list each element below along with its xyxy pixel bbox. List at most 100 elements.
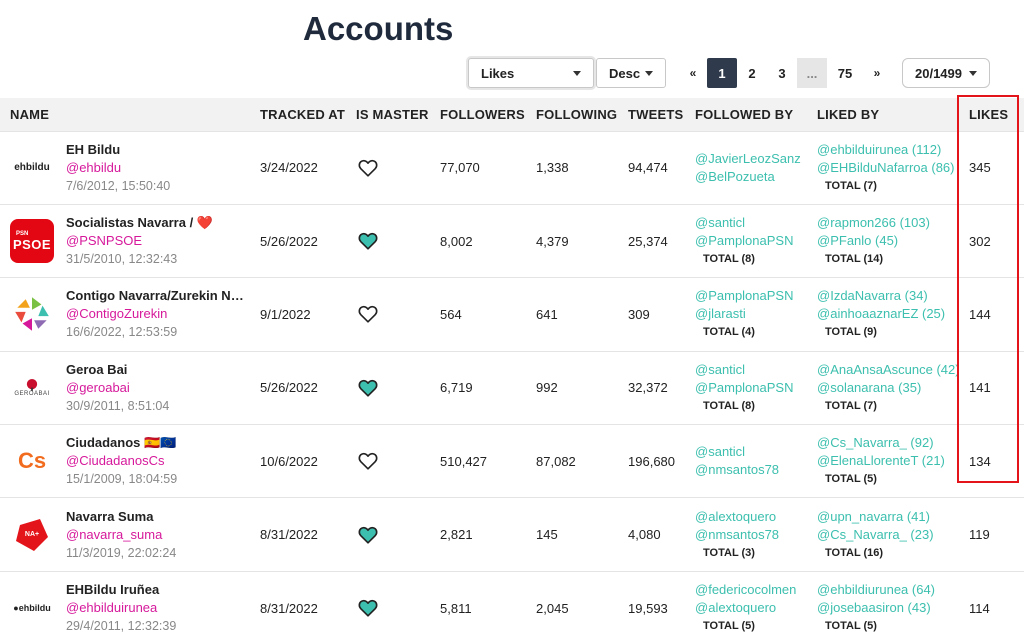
column-header-liked-by[interactable]: LIKED BY [807, 98, 960, 131]
liked-by-total[interactable]: TOTAL (16) [825, 546, 884, 559]
liked-by-link[interactable]: @ehbilduirunea (112) [817, 141, 942, 157]
followed-by-link[interactable]: @nmsantos78 [695, 462, 780, 478]
liked-by-cell: @rapmon266 (103) @PFanlo (45) TOTAL (14) [807, 203, 960, 278]
account-name[interactable]: EH Bildu [66, 141, 121, 157]
navarra-suma-logo: NA+ [10, 513, 54, 557]
table-row[interactable]: ●ehbildu EHBildu Iruñea @ehbilduirunea 2… [0, 570, 1024, 644]
liked-by-link[interactable]: @AnaAnsaAscunce (42) [817, 361, 960, 377]
liked-by-total[interactable]: TOTAL (9) [825, 326, 877, 339]
followed-by-link[interactable]: @PamplonaPSN [695, 379, 794, 395]
column-header-name[interactable]: NAME [0, 98, 251, 131]
per-page-select[interactable]: 20/1499 [902, 58, 990, 88]
followers-count: 2,821 [430, 497, 527, 572]
account-handle[interactable]: @geroabai [66, 379, 130, 395]
liked-by-link[interactable]: @Cs_Navarra_ (23) [817, 526, 934, 542]
followed-by-link[interactable]: @santicl [695, 215, 746, 231]
followed-by-link[interactable]: @santicl [695, 444, 746, 460]
logo-cell: ●ehbildu [0, 570, 56, 644]
liked-by-link[interactable]: @ElenaLlorenteT (21) [817, 453, 945, 469]
column-header-is-master[interactable]: IS MASTER [346, 98, 431, 131]
account-handle[interactable]: @navarra_suma [66, 526, 163, 542]
followed-by-total[interactable]: TOTAL (8) [703, 253, 755, 266]
heart-filled-icon[interactable] [358, 379, 378, 397]
liked-by-link[interactable]: @josebaasiron (43) [817, 600, 931, 616]
liked-by-link[interactable]: @PFanlo (45) [817, 233, 899, 249]
followed-by-link[interactable]: @PamplonaPSN [695, 288, 794, 304]
column-header-following[interactable]: FOLLOWING [526, 98, 619, 131]
liked-by-total[interactable]: TOTAL (7) [825, 179, 877, 192]
next-page-button[interactable]: » [873, 66, 881, 80]
liked-by-link[interactable]: @upn_navarra (41) [817, 508, 930, 524]
tracked-at: 5/26/2022 [250, 350, 347, 425]
contigo-logo [10, 292, 54, 336]
likes-count: 144 [959, 277, 1024, 352]
column-header-tweets[interactable]: TWEETS [618, 98, 686, 131]
table-row[interactable]: Contigo Navarra/Zurekin Nafarroa @Contig… [0, 277, 1024, 352]
followed-by-total[interactable]: TOTAL (3) [703, 546, 755, 559]
sort-field-select[interactable]: Likes [468, 58, 594, 88]
liked-by-link[interactable]: @Cs_Navarra_ (92) [817, 435, 934, 451]
account-handle[interactable]: @CiudadanosCs [66, 453, 165, 469]
liked-by-link[interactable]: @ainhoaaznarEZ (25) [817, 306, 946, 322]
page-2-button[interactable]: 2 [748, 65, 756, 81]
logo-cell [0, 277, 56, 352]
heart-filled-icon[interactable] [358, 232, 378, 250]
account-name[interactable]: Socialistas Navarra / ❤️ [66, 215, 213, 231]
liked-by-link[interactable]: @rapmon266 (103) [817, 215, 930, 231]
account-created-date: 15/1/2009, 18:04:59 [66, 472, 178, 487]
followed-by-link[interactable]: @PamplonaPSN [695, 233, 794, 249]
followers-count: 5,811 [430, 570, 527, 644]
column-header-tracked-at[interactable]: TRACKED AT [250, 98, 347, 131]
heart-filled-icon[interactable] [358, 526, 378, 544]
liked-by-total[interactable]: TOTAL (5) [825, 620, 877, 633]
page-1-button[interactable]: 1 [707, 58, 737, 88]
followed-by-link[interactable]: @alextoquero [695, 508, 777, 524]
heart-outline-icon[interactable] [358, 305, 378, 324]
column-header-followers[interactable]: FOLLOWERS [430, 98, 527, 131]
contigo-flower-icon [15, 297, 49, 332]
liked-by-total[interactable]: TOTAL (14) [825, 253, 884, 266]
followed-by-link[interactable]: @jlarasti [695, 306, 746, 322]
account-handle[interactable]: @ContigoZurekin [66, 306, 168, 322]
tracked-at: 5/26/2022 [250, 203, 347, 278]
followed-by-link[interactable]: @federicocolmen [695, 582, 797, 598]
sort-direction-select[interactable]: Desc [596, 58, 666, 88]
column-header-likes[interactable]: LIKES [959, 98, 1024, 131]
table-row[interactable]: PSN PSOE Socialistas Navarra / ❤️ @PSNPSO… [0, 203, 1024, 278]
account-name[interactable]: Contigo Navarra/Zurekin Nafarroa [66, 288, 250, 304]
followed-by-link[interactable]: @BelPozueta [695, 168, 775, 184]
followed-by-link[interactable]: @JavierLeozSanz [695, 150, 801, 166]
heart-outline-icon[interactable] [358, 452, 378, 470]
account-handle[interactable]: @PSNPSOE [66, 233, 143, 249]
page-3-button[interactable]: 3 [778, 65, 786, 81]
table-row[interactable]: GEROABAI Geroa Bai @geroabai 30/9/2011, … [0, 350, 1024, 425]
last-page-button[interactable]: 75 [837, 65, 853, 81]
heart-filled-icon[interactable] [358, 599, 378, 617]
prev-page-button[interactable]: « [689, 66, 697, 80]
followed-by-link[interactable]: @santicl [695, 361, 746, 377]
liked-by-total[interactable]: TOTAL (7) [825, 399, 877, 412]
liked-by-total[interactable]: TOTAL (5) [825, 473, 877, 486]
liked-by-link[interactable]: @solanarana (35) [817, 379, 922, 395]
account-handle[interactable]: @ehbilduirunea [66, 600, 158, 616]
followed-by-total[interactable]: TOTAL (5) [703, 620, 755, 633]
table-row[interactable]: ehbildu EH Bildu @ehbildu 7/6/2012, 15:5… [0, 130, 1024, 205]
liked-by-link[interactable]: @ehbildiurunea (64) [817, 582, 936, 598]
followed-by-total[interactable]: TOTAL (8) [703, 399, 755, 412]
table-row[interactable]: Cs Ciudadanos 🇪🇸🇪🇺 @CiudadanosCs 15/1/20… [0, 424, 1024, 498]
liked-by-link[interactable]: @EHBilduNafarroa (86) [817, 159, 955, 175]
column-header-followed-by[interactable]: FOLLOWED BY [685, 98, 808, 131]
followed-by-link[interactable]: @alextoquero [695, 600, 777, 616]
followed-by-total[interactable]: TOTAL (4) [703, 326, 755, 339]
heart-outline-icon[interactable] [358, 159, 378, 177]
account-name[interactable]: Ciudadanos 🇪🇸🇪🇺 [66, 435, 177, 451]
liked-by-link[interactable]: @IzdaNavarra (34) [817, 288, 928, 304]
account-name[interactable]: EHBildu Iruñea [66, 582, 160, 598]
account-name[interactable]: Geroa Bai [66, 361, 128, 377]
account-handle[interactable]: @ehbildu [66, 159, 122, 175]
followed-by-link[interactable]: @nmsantos78 [695, 526, 780, 542]
tracked-at: 3/24/2022 [250, 130, 347, 205]
likes-count: 302 [959, 203, 1024, 278]
table-row[interactable]: NA+ Navarra Suma @navarra_suma 11/3/2019… [0, 497, 1024, 572]
account-name[interactable]: Navarra Suma [66, 508, 154, 524]
